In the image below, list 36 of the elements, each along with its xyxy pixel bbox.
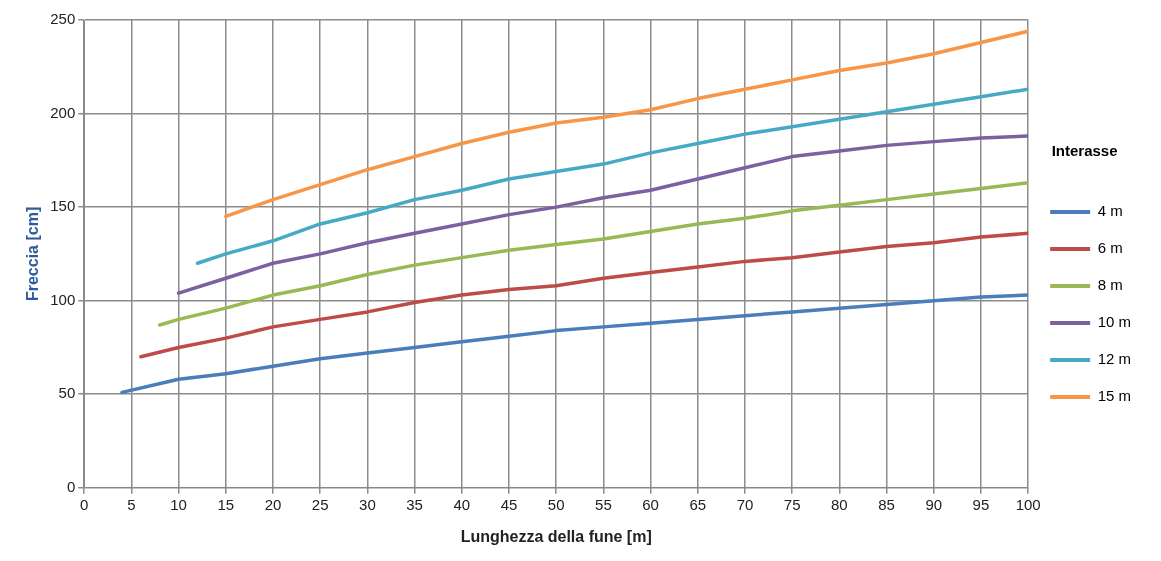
y-tick-label: 100: [50, 290, 76, 308]
x-tick-label: 95: [972, 495, 990, 513]
x-tick-label: 45: [500, 495, 518, 513]
x-tick-label: 55: [595, 495, 612, 513]
x-tick-label: 20: [264, 495, 282, 513]
y-tick-label: 50: [58, 384, 76, 402]
x-tick-label: 35: [406, 495, 423, 513]
legend-label: 10 m: [1097, 313, 1132, 331]
legend-label: 12 m: [1097, 350, 1132, 368]
y-tick-label: 0: [66, 477, 76, 495]
x-tick-label: 75: [783, 495, 801, 513]
x-tick-label: 85: [878, 495, 895, 513]
y-axis-title: Freccia [cm]: [24, 206, 42, 302]
x-axis-title: Lunghezza della fune [m]: [460, 527, 652, 545]
legend-label: 8 m: [1097, 276, 1123, 294]
x-tick-label: 80: [831, 495, 848, 513]
x-tick-label: 0: [80, 495, 89, 513]
legend-title: Interasse: [1051, 142, 1118, 160]
x-tick-label: 15: [217, 495, 235, 513]
x-tick-label: 90: [925, 495, 943, 513]
x-tick-label: 5: [127, 495, 136, 513]
y-tick-label: 250: [50, 10, 76, 28]
x-tick-label: 30: [359, 495, 376, 513]
legend-label: 4 m: [1097, 202, 1123, 220]
y-tick-label: 200: [50, 103, 76, 121]
x-tick-label: 10: [170, 495, 187, 513]
x-tick-label: 40: [453, 495, 471, 513]
x-tick-label: 50: [547, 495, 565, 513]
x-tick-label: 60: [642, 495, 659, 513]
x-tick-label: 25: [311, 495, 329, 513]
x-tick-label: 70: [736, 495, 754, 513]
x-tick-label: 65: [689, 495, 707, 513]
legend-label: 6 m: [1097, 239, 1123, 257]
y-tick-label: 150: [50, 197, 76, 215]
x-tick-label: 100: [1015, 495, 1041, 513]
legend-label: 15 m: [1097, 387, 1132, 405]
